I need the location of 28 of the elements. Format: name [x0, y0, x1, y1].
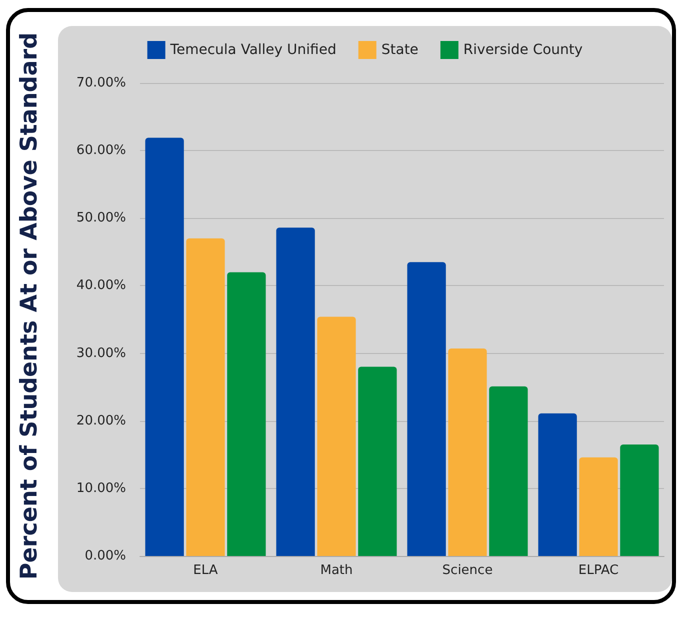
bar [538, 413, 577, 556]
y-tick-label: 20.00% [76, 413, 126, 428]
bar [579, 457, 618, 556]
legend-label: State [381, 42, 418, 58]
y-axis-title: Percent of Students At or Above Standard [17, 32, 43, 580]
bar [317, 316, 356, 556]
x-tick-label: Science [442, 563, 493, 578]
y-tick-label: 10.00% [76, 480, 126, 496]
y-tick-label: 70.00% [76, 76, 126, 90]
legend-label: Temecula Valley Unified [169, 42, 336, 58]
bar [620, 444, 659, 556]
y-tick-label: 0.00% [84, 548, 126, 564]
x-tick-label: Math [320, 563, 353, 578]
bar [227, 272, 266, 556]
y-tick-label: 60.00% [76, 143, 126, 158]
bar [276, 228, 315, 556]
legend-label: Riverside County [463, 42, 583, 58]
y-tick-label: 40.00% [76, 278, 126, 294]
bar [407, 262, 446, 556]
bar [145, 138, 184, 556]
bar [186, 238, 225, 556]
bar [489, 386, 528, 556]
bar [358, 366, 397, 556]
x-tick-label: ELPAC [578, 563, 619, 578]
bar [448, 348, 487, 556]
x-tick-label: ELA [193, 563, 218, 578]
y-tick-label: 50.00% [76, 210, 126, 226]
y-tick-label: 30.00% [76, 346, 126, 361]
